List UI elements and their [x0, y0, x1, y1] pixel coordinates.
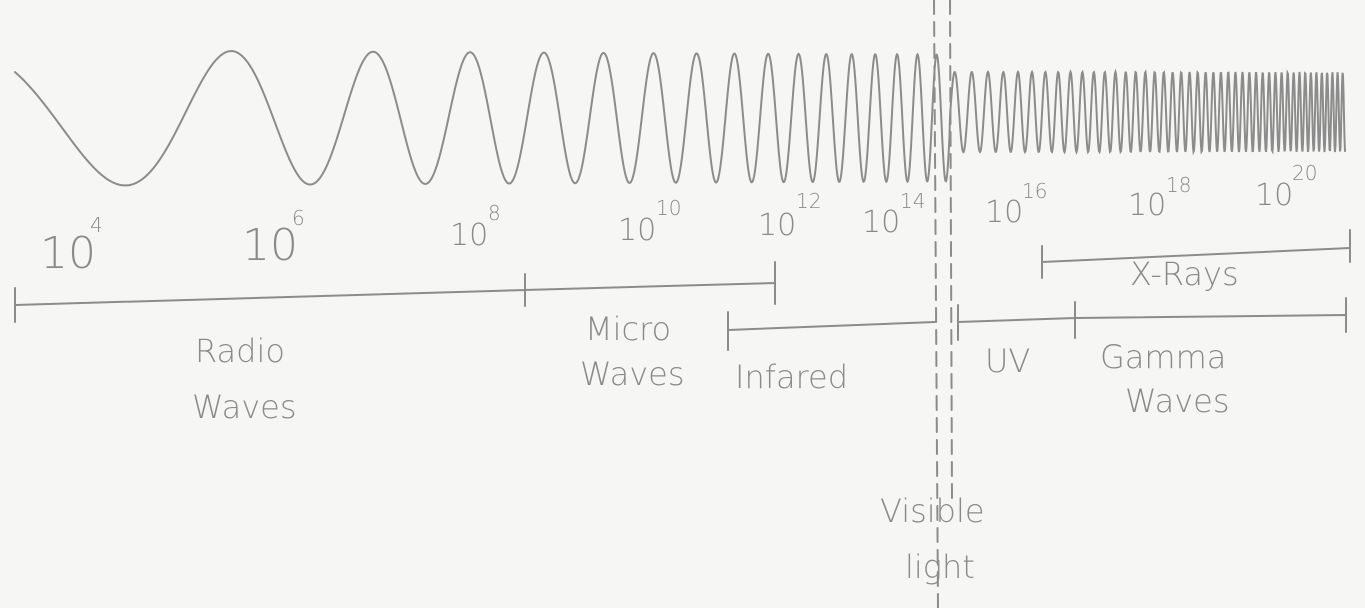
- freq-base: 10: [758, 208, 796, 243]
- freq-base: 10: [1255, 178, 1293, 213]
- freq-exponent: 14: [900, 189, 925, 213]
- freq-base: 10: [242, 220, 298, 271]
- freq-exponent: 16: [1022, 179, 1047, 203]
- band-label: Waves: [1125, 382, 1230, 420]
- band-label: Micro: [585, 310, 671, 348]
- spectrum-diagram: 10 4 10 6 10 8 10 10 10 12 10 14 10 16 1…: [0, 0, 1365, 608]
- freq-base: 10: [618, 213, 656, 248]
- freq-exponent: 8: [488, 201, 501, 225]
- freq-exponent: 20: [1292, 161, 1317, 185]
- visible-divider: [950, 0, 952, 500]
- band-labels: Radio Waves Micro Waves Infared UV Gamma…: [192, 255, 1239, 586]
- band-label: Gamma: [1100, 338, 1226, 376]
- band-label: light: [905, 548, 975, 586]
- band-label: Waves: [580, 355, 685, 393]
- freq-base: 10: [1128, 188, 1166, 223]
- infrared-range: [728, 312, 935, 350]
- freq-base: 10: [985, 195, 1023, 230]
- freq-exponent: 6: [292, 206, 305, 230]
- freq-exponent: 12: [796, 189, 821, 213]
- freq-base: 10: [862, 205, 900, 240]
- freq-exponent: 10: [656, 196, 681, 220]
- freq-exponent: 4: [90, 213, 103, 237]
- uv-gamma-range: [958, 298, 1346, 340]
- band-label: Waves: [192, 388, 297, 426]
- band-label: Radio: [195, 332, 285, 370]
- wave: [15, 51, 1345, 185]
- band-label: Visible: [880, 492, 985, 530]
- freq-base: 10: [40, 228, 96, 279]
- band-label: UV: [985, 342, 1030, 380]
- band-label: Infared: [735, 358, 848, 396]
- band-label: X-Rays: [1130, 255, 1239, 293]
- freq-base: 10: [450, 218, 488, 253]
- freq-exponent: 18: [1166, 173, 1191, 197]
